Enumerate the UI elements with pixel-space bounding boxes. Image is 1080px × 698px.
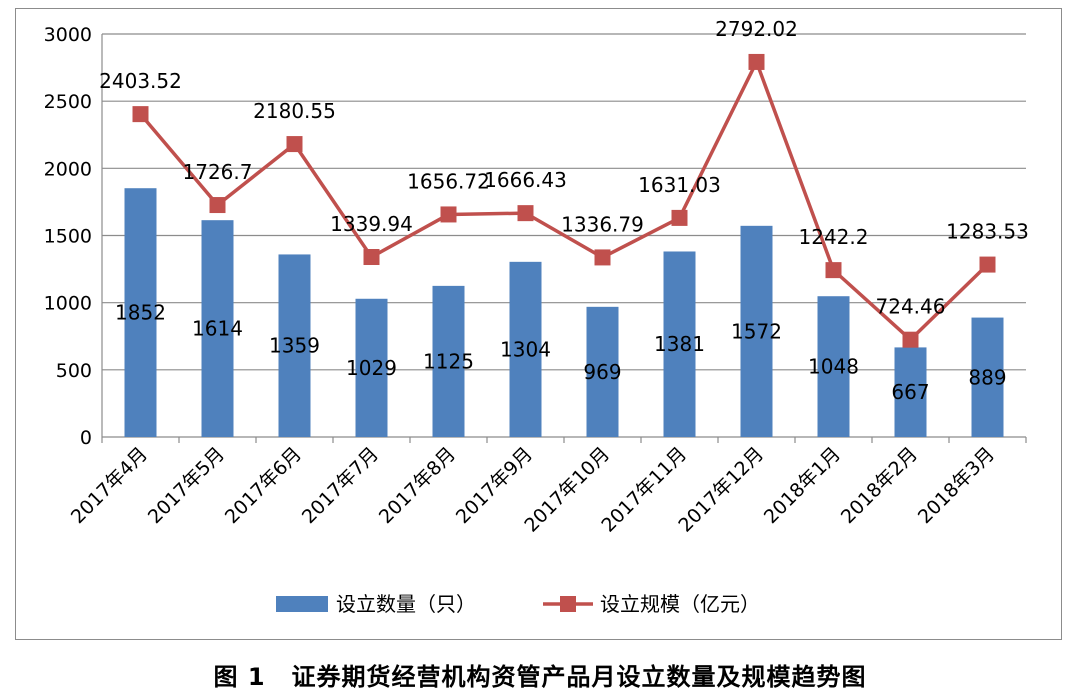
line-marker — [825, 262, 842, 279]
line-marker — [132, 106, 149, 123]
x-tick-label: 2017年9月 — [452, 443, 537, 528]
bar-data-label: 1852 — [115, 301, 166, 325]
bar-data-label: 1359 — [269, 334, 320, 358]
line-data-label: 1242.2 — [799, 225, 869, 249]
bar — [432, 285, 465, 437]
bar — [278, 254, 311, 437]
bar — [894, 347, 927, 437]
x-tick-label: 2017年4月 — [67, 443, 152, 528]
y-tick-label: 3000 — [44, 24, 92, 46]
y-tick-label: 0 — [80, 427, 92, 449]
bar-data-label: 1304 — [500, 337, 551, 361]
y-tick-label: 2500 — [44, 91, 92, 113]
line-data-label: 1631.03 — [638, 173, 721, 197]
caption-text: 证券期货经营机构资管产品月设立数量及规模趋势图 — [291, 663, 867, 691]
y-tick-label: 500 — [56, 360, 92, 382]
line-data-label: 1336.79 — [561, 212, 644, 236]
bar-data-label: 667 — [891, 380, 929, 404]
line-data-label: 2403.52 — [99, 69, 182, 93]
legend-bar-label: 设立数量（只） — [336, 592, 476, 616]
line-marker — [902, 331, 919, 348]
y-tick-label: 2000 — [44, 158, 92, 180]
bar — [201, 220, 234, 437]
x-tick-label: 2018年1月 — [760, 443, 845, 528]
x-tick-label: 2017年6月 — [221, 443, 306, 528]
bar — [355, 298, 388, 437]
line-data-label: 2792.02 — [715, 17, 798, 41]
line-data-label: 1656.72 — [407, 169, 490, 193]
line-marker — [517, 205, 534, 222]
bar — [817, 296, 850, 437]
line-series-path — [139, 60, 989, 342]
line-marker — [440, 206, 457, 223]
x-tick-label: 2018年3月 — [914, 443, 999, 528]
line-marker — [286, 136, 303, 153]
bar-data-label: 1029 — [346, 356, 397, 380]
line-data-label: 1666.43 — [484, 168, 567, 192]
legend-line-label: 设立规模（亿元） — [600, 592, 760, 616]
bar — [663, 251, 696, 437]
line-data-label: 1283.53 — [946, 220, 1029, 244]
bar-data-label: 1614 — [192, 317, 243, 341]
x-tick-label: 2017年5月 — [144, 443, 229, 528]
figure-caption: 图 1 证券期货经营机构资管产品月设立数量及规模趋势图 — [0, 657, 1080, 692]
line-marker — [979, 256, 996, 273]
bar — [740, 225, 773, 437]
bar — [124, 188, 157, 437]
bar-data-label: 969 — [583, 360, 621, 384]
line-marker — [594, 249, 611, 266]
bar-data-label: 1572 — [731, 319, 782, 343]
line-data-label: 1339.94 — [330, 212, 413, 236]
bar-data-label: 889 — [968, 365, 1006, 389]
y-tick-label: 1500 — [44, 226, 92, 248]
line-data-label: 724.46 — [876, 295, 946, 319]
bar — [509, 261, 542, 437]
caption-number: 图 1 — [213, 663, 266, 691]
bar-data-label: 1048 — [808, 355, 859, 379]
legend-line-marker — [560, 596, 576, 612]
line-marker — [209, 197, 226, 214]
line-data-label: 2180.55 — [253, 99, 336, 123]
line-marker — [671, 209, 688, 226]
y-tick-label: 1000 — [44, 293, 92, 315]
bar — [586, 306, 619, 437]
bar-data-label: 1381 — [654, 332, 705, 356]
x-tick-label: 2017年7月 — [298, 443, 383, 528]
legend-bar-swatch — [276, 596, 328, 612]
chart-svg: 0 500 1000 1500 2000 2500 3000 1852 1614 1359 1029… — [44, 17, 1029, 616]
bar — [971, 317, 1004, 437]
line-marker — [748, 53, 765, 70]
bar-data-label: 1125 — [423, 349, 474, 373]
line-data-label: 1726.7 — [183, 160, 253, 184]
line-marker — [363, 249, 380, 266]
x-tick-label: 2017年8月 — [375, 443, 460, 528]
x-tick-label: 2018年2月 — [837, 443, 922, 528]
